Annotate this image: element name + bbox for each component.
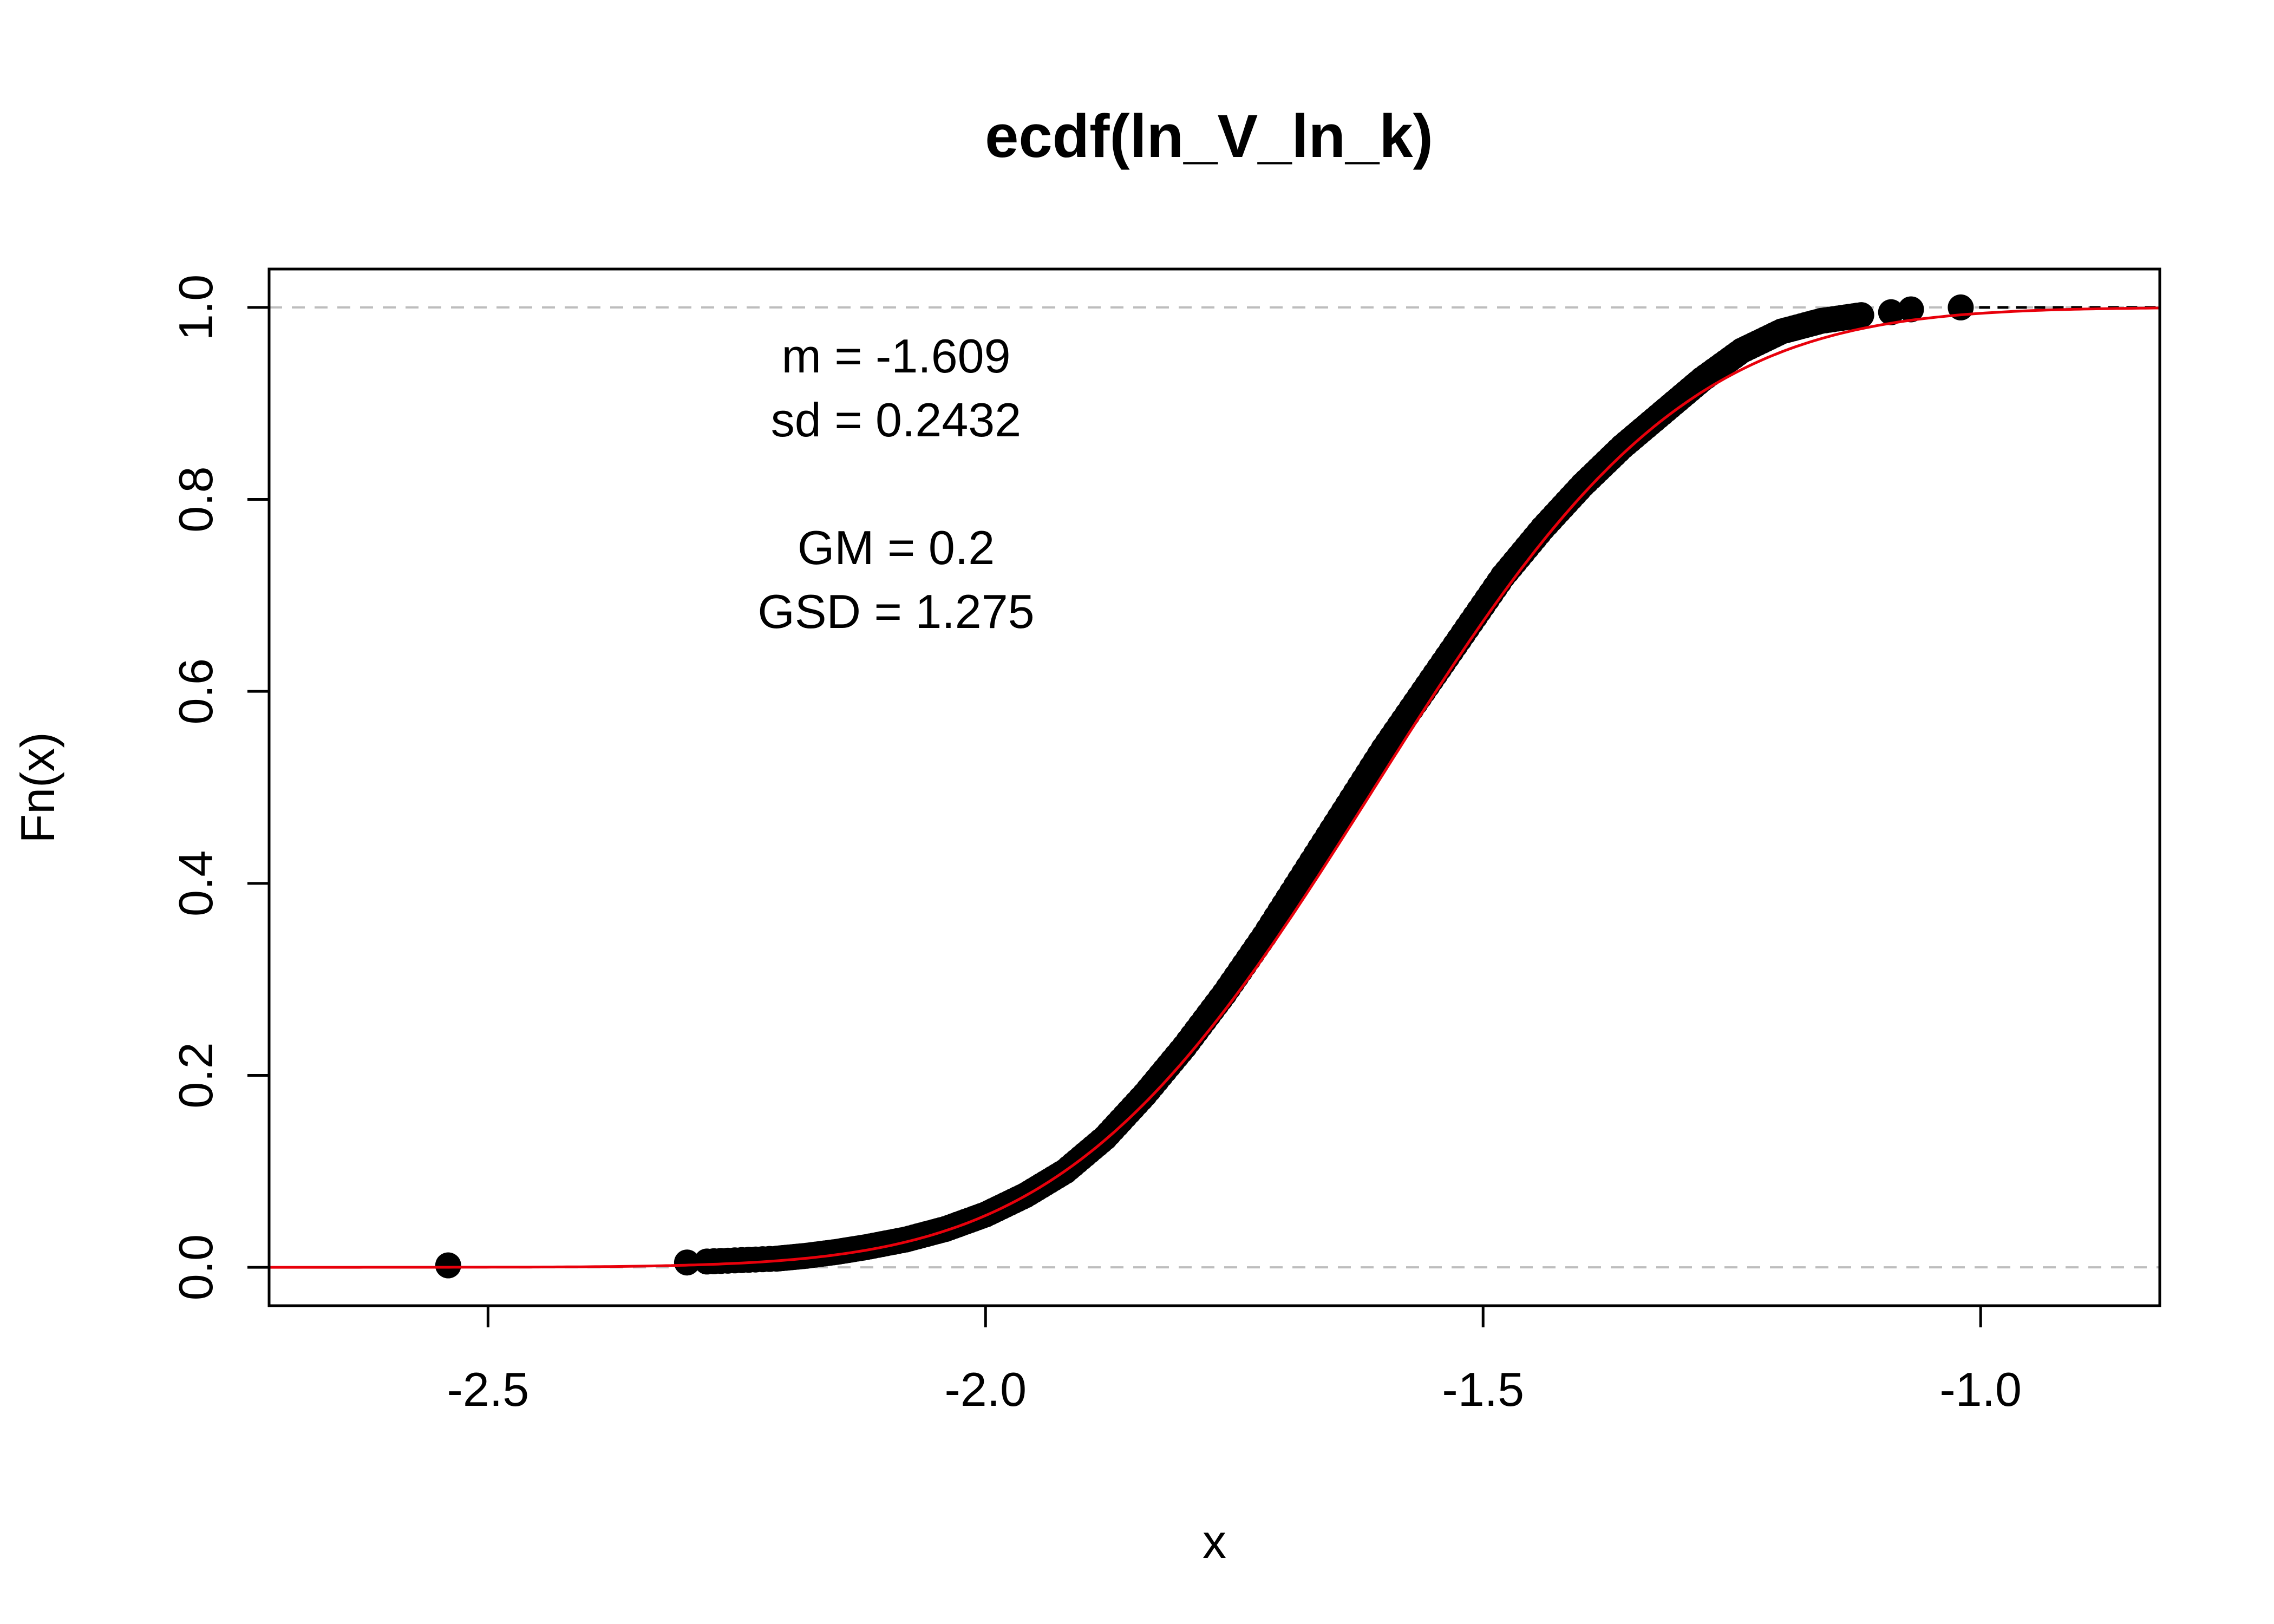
x-tick-label: -1.5 <box>1442 1363 1524 1416</box>
x-tick-label: -2.5 <box>447 1363 530 1416</box>
annotation-line: GM = 0.2 <box>798 521 995 574</box>
x-axis-label: x <box>1203 1515 1226 1568</box>
ecdf-point <box>1898 296 1924 323</box>
annotation-line: sd = 0.2432 <box>771 393 1021 447</box>
ecdf-point <box>1844 303 1871 329</box>
x-tick-label: -1.0 <box>1939 1363 2022 1416</box>
y-tick-label: 0.8 <box>169 466 223 532</box>
y-axis-label: Fn(x) <box>11 732 64 843</box>
y-tick-label: 0.2 <box>169 1042 223 1108</box>
y-axis: 0.0 0.2 0.4 0.6 0.8 1.0 <box>169 274 271 1300</box>
normal-cdf-line <box>269 306 2160 1269</box>
x-tick-label: -2.0 <box>944 1363 1027 1416</box>
y-tick-label: 1.0 <box>169 274 223 340</box>
ecdf-point <box>1878 299 1904 325</box>
fitted-normal-cdf <box>269 306 2160 1269</box>
x-axis: -2.5 -2.0 -1.5 -1.0 <box>447 1304 2022 1416</box>
annotation-line: m = -1.609 <box>781 329 1010 383</box>
chart-title: ecdf(ln_V_ln_k) <box>985 102 1433 170</box>
y-tick-label: 0.6 <box>169 658 223 724</box>
ecdf-points <box>435 294 2160 1279</box>
y-tick-label: 0.4 <box>169 850 223 916</box>
stats-annotation: m = -1.609 sd = 0.2432 GM = 0.2 GSD = 1.275 <box>757 329 1034 638</box>
y-tick-label: 0.0 <box>169 1234 223 1300</box>
annotation-line: GSD = 1.275 <box>757 585 1034 638</box>
ecdf-point <box>435 1252 461 1279</box>
ecdf-point <box>674 1249 700 1276</box>
